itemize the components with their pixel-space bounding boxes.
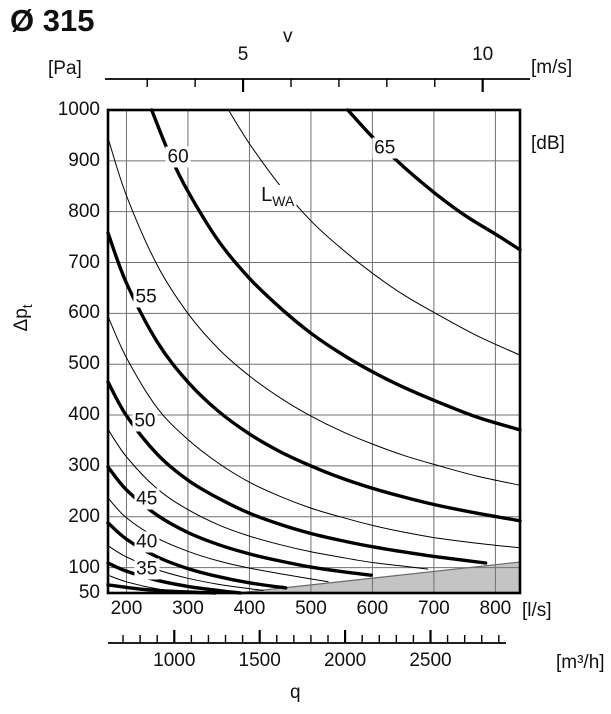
plot-border xyxy=(106,108,522,595)
v-tick-label-5: 5 xyxy=(237,44,249,65)
velocity-axis-title: v xyxy=(283,26,293,47)
contour-line-32.5 xyxy=(107,574,187,594)
x-tick-label-700: 700 xyxy=(418,598,450,619)
contour-label-55: 55 xyxy=(133,286,159,308)
y-tick-label-1000: 1000 xyxy=(57,99,100,120)
x-tick-label-500: 500 xyxy=(295,598,327,619)
contour-line-35 xyxy=(106,561,242,595)
lwa-sub: WA xyxy=(272,192,295,209)
m3h-tick-label-1500: 1500 xyxy=(238,650,281,671)
y-tick-label-900: 900 xyxy=(68,149,100,171)
contour-label-40: 40 xyxy=(134,531,160,553)
contour-line-65 xyxy=(346,108,522,252)
contour-family-annotation: LWA xyxy=(259,183,297,211)
contour-line-62.5 xyxy=(228,109,521,356)
y-tick-label-500: 500 xyxy=(68,353,100,375)
m3h-tick-label-1000: 1000 xyxy=(153,650,196,671)
contour-label-60: 60 xyxy=(165,146,191,168)
contour-label-35: 35 xyxy=(134,558,160,580)
x-tick-label-300: 300 xyxy=(172,598,204,619)
contour-line-40 xyxy=(106,521,288,590)
contour-line-60 xyxy=(150,108,522,432)
contour-line-57.5 xyxy=(107,137,521,486)
y-tick-label-100: 100 xyxy=(68,556,100,578)
contour-line-52.5 xyxy=(107,315,521,549)
page-title: Ø 315 xyxy=(10,3,95,38)
y-tick-label-800: 800 xyxy=(68,200,100,222)
contour-line-47.5 xyxy=(107,428,429,570)
contour-unit-label: [dB] xyxy=(531,133,565,154)
y-tick-label-600: 600 xyxy=(68,302,100,324)
y-axis-unit-label: [Pa] xyxy=(48,58,82,79)
v-tick-label-10: 10 xyxy=(472,44,494,65)
contour-label-50: 50 xyxy=(132,410,158,432)
contour-line-42.5 xyxy=(107,497,329,583)
flow-axis-unit-m3h-label: [m³/h] xyxy=(556,652,605,673)
y-tick-label-400: 400 xyxy=(68,404,100,426)
contour-label-45: 45 xyxy=(134,488,160,510)
contour-label-65: 65 xyxy=(372,137,398,159)
y-tick-label-300: 300 xyxy=(68,454,100,476)
y-axis-title: Δpt xyxy=(11,278,35,358)
lwa-base: L xyxy=(261,183,273,206)
x-tick-label-800: 800 xyxy=(479,598,512,619)
y-axis-title-sub: t xyxy=(18,304,35,309)
y-tick-label-200: 200 xyxy=(68,505,100,527)
contour-line-50 xyxy=(106,380,488,565)
y-tick-label-700: 700 xyxy=(68,251,100,273)
m3h-tick-label-2000: 2000 xyxy=(323,650,367,671)
velocity-axis-unit-label: [m/s] xyxy=(531,57,573,78)
x-tick-label-400: 400 xyxy=(233,598,266,619)
contour-line-37.5 xyxy=(107,545,264,591)
contour-line-55 xyxy=(106,231,522,523)
x-tick-label-600: 600 xyxy=(356,598,389,619)
flow-axis-unit-lps-label: [l/s] xyxy=(522,600,552,621)
m3h-tick-label-2500: 2500 xyxy=(409,650,452,671)
y-axis-title-base: Δp xyxy=(11,308,33,332)
flow-axis-title: q xyxy=(290,682,301,703)
y-tick-label-50: 50 xyxy=(78,582,100,603)
x-tick-label-200: 200 xyxy=(110,598,143,619)
